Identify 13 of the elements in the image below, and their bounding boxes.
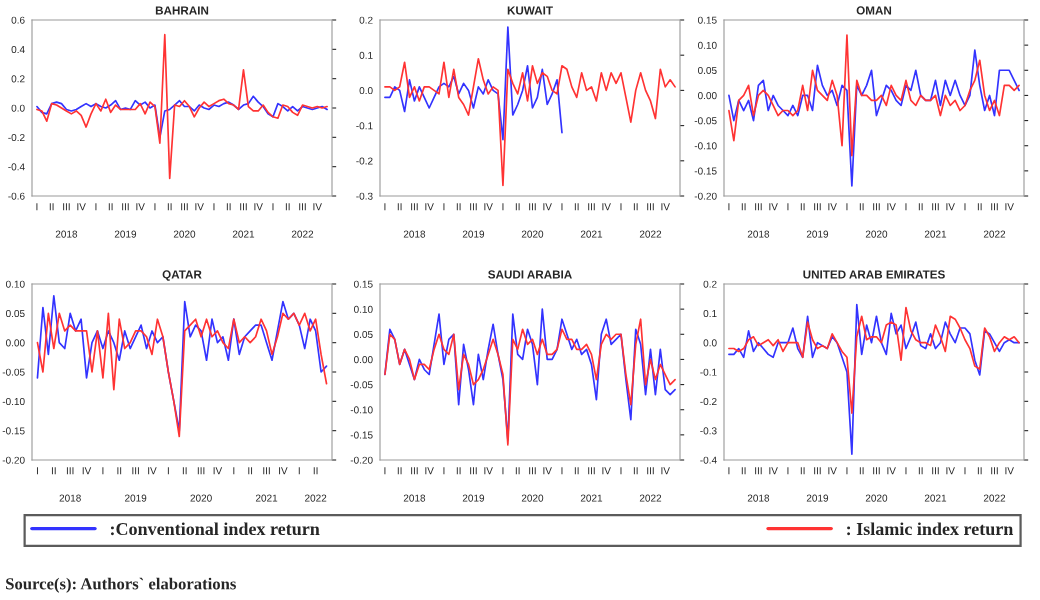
line-series <box>36 33 328 180</box>
line-series <box>36 294 328 432</box>
legend-label: : Islamic index return <box>847 522 1014 536</box>
line-series <box>384 57 676 187</box>
line-series <box>728 49 1020 187</box>
line-series <box>36 95 328 139</box>
line-series <box>728 303 1020 455</box>
line-series <box>728 34 1020 157</box>
line-series <box>384 26 563 141</box>
line-series <box>728 306 1020 414</box>
line-series <box>36 312 328 438</box>
source-note: Source(s): Authors` elaborations <box>6 577 236 593</box>
legend-label: :Conventional index return <box>110 522 320 536</box>
